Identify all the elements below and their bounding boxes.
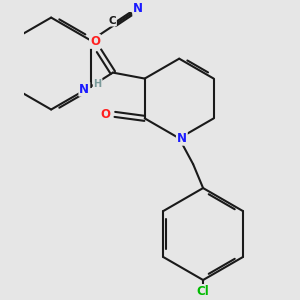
Text: O: O [90,35,100,48]
Text: Cl: Cl [197,286,209,298]
Text: N: N [133,2,143,15]
Text: C: C [108,16,116,26]
Text: N: N [79,83,89,96]
Text: H: H [94,79,102,89]
Text: O: O [100,108,111,121]
Text: N: N [177,132,187,145]
